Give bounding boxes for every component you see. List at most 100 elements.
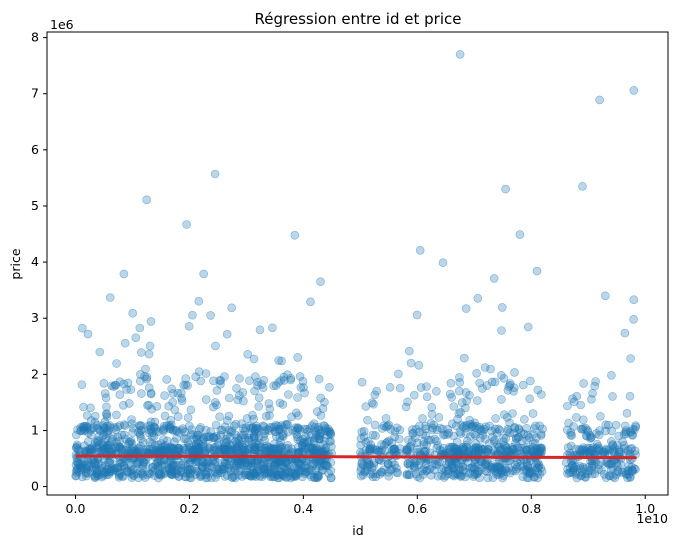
scatter-point <box>290 423 300 433</box>
scatter-point <box>456 407 465 417</box>
scatter-point <box>245 376 254 386</box>
scatter-point <box>258 421 268 431</box>
scatter-point <box>185 465 195 475</box>
scatter-point <box>111 443 120 452</box>
scatter-point <box>148 467 157 476</box>
scatter-point <box>137 348 146 357</box>
scatter-point <box>534 461 544 470</box>
scatter-point <box>162 375 171 384</box>
scatter-point <box>596 411 605 421</box>
scatter-point <box>180 434 189 444</box>
scatter-point <box>385 382 395 392</box>
scatter-point <box>139 458 149 467</box>
scatter-point <box>254 402 264 411</box>
scatter-point <box>243 349 252 359</box>
scatter-point <box>238 388 248 397</box>
scatter-point <box>275 398 285 408</box>
scatter-point <box>114 471 124 480</box>
scatter-point <box>119 461 129 471</box>
scatter-outlier-point <box>210 169 220 179</box>
scatter-point <box>167 469 177 479</box>
scatter-outlier-point <box>515 230 525 239</box>
scatter-point <box>176 467 186 477</box>
scatter-point <box>587 469 597 479</box>
scatter-point <box>326 466 336 476</box>
scatter-point <box>513 443 523 453</box>
scatter-point <box>187 425 196 435</box>
scatter-point <box>403 459 413 469</box>
scatter-point <box>321 460 331 470</box>
scatter-point <box>627 465 637 475</box>
scatter-point <box>585 431 595 440</box>
y-tick-label: 8 <box>31 30 39 45</box>
scatter-point <box>510 368 519 377</box>
scatter-point <box>180 427 190 437</box>
scatter-point <box>525 394 535 404</box>
scatter-point <box>326 473 336 483</box>
scatter-point <box>251 372 260 381</box>
scatter-point <box>138 438 148 447</box>
y-axis-ticks: 0 1 2 3 4 5 6 7 8 <box>31 30 47 494</box>
scatter-outlier-point <box>142 195 151 205</box>
scatter-point <box>418 414 427 423</box>
scatter-point <box>621 429 631 439</box>
scatter-point <box>316 393 326 403</box>
scatter-point <box>394 369 403 379</box>
scatter-point <box>192 433 201 442</box>
scatter-point <box>174 443 184 453</box>
scatter-point <box>247 440 257 449</box>
scatter-point <box>137 421 146 430</box>
scatter-point <box>215 412 224 422</box>
scatter-point <box>499 410 509 419</box>
scatter-point <box>604 471 614 481</box>
scatter-outlier-point <box>578 182 587 191</box>
scatter-point <box>533 385 543 395</box>
scatter-point <box>183 413 193 423</box>
scatter-point <box>293 393 302 402</box>
x-tick-label: 0.2 <box>179 501 199 516</box>
scatter-point <box>206 311 215 320</box>
scatter-outlier-point <box>595 95 604 105</box>
scatter-point <box>173 412 183 421</box>
scatter-point <box>281 443 290 453</box>
y-tick-label: 3 <box>31 310 39 325</box>
scatter-point <box>455 373 464 382</box>
regression-line <box>75 454 637 460</box>
scatter-point <box>111 425 121 434</box>
scatter-point <box>232 383 241 393</box>
scatter-point <box>523 322 533 332</box>
scatter-point <box>136 425 146 435</box>
scatter-point <box>356 448 365 457</box>
scatter-points <box>71 50 641 483</box>
scatter-point <box>226 427 236 437</box>
scatter-point <box>531 444 541 453</box>
scatter-point <box>143 470 152 480</box>
scatter-point <box>461 429 471 438</box>
scatter-point <box>112 410 121 420</box>
y-tick-label: 7 <box>31 86 39 101</box>
scatter-point <box>95 347 105 357</box>
scatter-point <box>83 447 92 457</box>
scatter-point <box>112 359 121 368</box>
scatter-point <box>452 469 462 479</box>
scatter-point <box>250 470 260 479</box>
scatter-point <box>369 399 378 409</box>
scatter-point <box>144 383 154 393</box>
scatter-point <box>82 411 92 420</box>
scatter-point <box>519 414 529 424</box>
scatter-point <box>78 323 87 333</box>
scatter-point <box>227 303 236 313</box>
scatter-point <box>357 377 367 387</box>
scatter-point <box>128 423 138 433</box>
scatter-point <box>249 414 258 424</box>
scatter-point <box>209 432 218 442</box>
scatter-point <box>214 439 223 448</box>
y-tick-label: 4 <box>31 254 39 269</box>
scatter-point <box>120 338 130 348</box>
scatter-point <box>472 368 481 378</box>
scatter-point <box>249 354 259 364</box>
scatter-point <box>91 464 101 473</box>
scatter-point <box>406 358 416 368</box>
scatter-point <box>119 400 128 410</box>
scatter-point <box>314 471 324 481</box>
